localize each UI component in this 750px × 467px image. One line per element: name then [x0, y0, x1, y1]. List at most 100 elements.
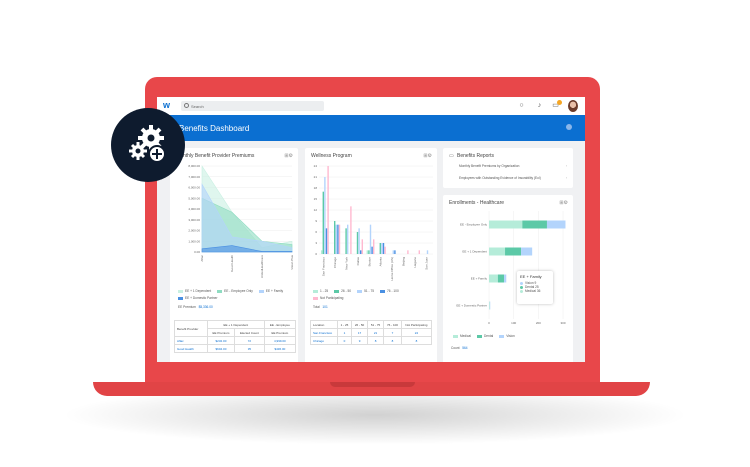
- legend-item[interactable]: 26 - 50: [334, 288, 351, 295]
- legend-item[interactable]: 76 - 100: [380, 288, 399, 295]
- x-tick-label: Good Health: [230, 255, 234, 272]
- cell[interactable]: $436.00: [263, 344, 297, 353]
- cell[interactable]: 8: [400, 336, 433, 345]
- count-label: Count: [451, 346, 460, 350]
- bar: [366, 250, 368, 254]
- workday-logo[interactable]: w: [163, 100, 171, 110]
- premiums-legend: EE + 1 Dependent EE - Employee Only EE + F…: [178, 288, 294, 302]
- page-header: Benefits Dashboard: [157, 115, 585, 141]
- bar: [335, 224, 337, 254]
- legend-item[interactable]: EE + 1 Dependent: [178, 288, 211, 295]
- inbox-icon[interactable]: ▭: [552, 102, 559, 109]
- legend-swatch: [217, 289, 223, 293]
- total-value[interactable]: 101: [322, 305, 328, 309]
- bar: [360, 250, 362, 254]
- col-header: 1 - 25: [336, 320, 353, 329]
- bar-segment: [505, 247, 522, 256]
- count-value[interactable]: 564: [462, 346, 468, 350]
- cell[interactable]: $604.00: [206, 344, 236, 353]
- legend-item[interactable]: EE + Family: [258, 288, 283, 295]
- chevron-right-icon: ›: [565, 176, 567, 180]
- report-link-0[interactable]: Monthly Benefit Premiums by Organization…: [459, 164, 567, 168]
- page-title: Benefits Dashboard: [179, 124, 250, 133]
- chat-icon[interactable]: ○: [519, 102, 524, 109]
- legend-swatch: [453, 334, 458, 338]
- cell[interactable]: 17: [351, 328, 369, 337]
- tooltip-label: Dental: [525, 285, 535, 289]
- bar: [321, 250, 323, 254]
- bell-icon[interactable]: ♪: [537, 102, 542, 109]
- x-tick-label: 200: [536, 321, 541, 325]
- enrollments-panel: Enrollments - Healthcare ⊞⚙ 0 100 200 300 EE…: [443, 195, 573, 362]
- y-tick-label: 2,000.00: [188, 229, 200, 233]
- legend-swatch: [499, 334, 505, 338]
- cell[interactable]: 7: [383, 328, 402, 337]
- chart-options-icon[interactable]: ⊞⚙: [423, 153, 432, 159]
- legend-item[interactable]: 1 - 25: [313, 288, 328, 295]
- cell[interactable]: 8: [367, 336, 385, 345]
- cell[interactable]: 4,999.00: [263, 336, 297, 345]
- legend-item[interactable]: Vision: [499, 334, 515, 338]
- y-tick-label: 21: [314, 175, 318, 179]
- table-row: Good Health $604.00 35 $436.00: [174, 344, 297, 353]
- y-tick-label: 18: [314, 186, 318, 190]
- table-row: Chicago 0 9 8 8 8: [310, 336, 433, 345]
- report-label: Monthly Benefit Premiums by Organization: [459, 164, 520, 168]
- cell[interactable]: 0: [336, 336, 353, 345]
- x-tick-label: 300: [560, 321, 565, 325]
- cell[interactable]: 35: [234, 344, 265, 353]
- bar: [347, 224, 349, 254]
- col-header: EE Premium: [263, 328, 297, 337]
- legend-label: Dental: [483, 334, 494, 338]
- legend-item[interactable]: EE + Domestic Partner: [178, 295, 218, 302]
- premiums-panel: Monthly Benefit Provider Premiums ⊞⚙ 0.0…: [170, 148, 298, 362]
- cell[interactable]: 1: [336, 328, 353, 337]
- legend-swatch: [380, 289, 386, 293]
- cell[interactable]: 21: [367, 328, 385, 337]
- bar: [334, 221, 336, 254]
- x-tick-label: Vision Plus: [290, 255, 294, 270]
- legend-swatch: [313, 296, 318, 300]
- x-tick-label: Boston: [367, 257, 371, 267]
- cell[interactable]: 8: [383, 336, 402, 345]
- report-link-1[interactable]: Employees with Outstanding Evidence of I…: [459, 176, 567, 180]
- wellness-legend: 1 - 25 26 - 50 51 - 75 76 - 100 Not Particip…: [313, 288, 433, 302]
- chart-options-icon[interactable]: ⊞⚙: [559, 200, 568, 206]
- col-header: 51 - 75: [367, 320, 385, 329]
- table-row: Aflac $232.00 72 4,999.00: [174, 336, 297, 345]
- group-header: EE - Employee: [263, 320, 297, 329]
- settings-icon[interactable]: [566, 124, 572, 130]
- cell[interactable]: $232.00: [206, 336, 236, 345]
- legend-item[interactable]: Dental: [476, 334, 494, 338]
- legend-item[interactable]: Medical: [453, 334, 471, 338]
- legend-item[interactable]: Not Participating: [313, 295, 343, 302]
- bar-segment: [504, 274, 507, 283]
- enrollments-legend: Medical Dental Vision: [453, 334, 521, 338]
- location-link[interactable]: San Francisco: [310, 328, 338, 337]
- legend-label: 1 - 25: [320, 289, 329, 293]
- legend-label: 26 - 50: [341, 289, 352, 293]
- tooltip-value: 9: [534, 281, 537, 285]
- x-tick-label: Aflac: [200, 255, 204, 262]
- search-icon: [184, 103, 189, 108]
- cell[interactable]: 24: [400, 328, 433, 337]
- search-input[interactable]: Search: [181, 101, 324, 111]
- x-tick-label: 0: [488, 321, 490, 325]
- ee-premium-value[interactable]: $5,336.00: [198, 305, 213, 309]
- cell[interactable]: 9: [351, 336, 369, 345]
- legend-item[interactable]: 51 - 75: [357, 288, 374, 295]
- y-tick-label: 6,000.00: [188, 186, 200, 190]
- y-tick-label: 3: [315, 241, 317, 245]
- location-link[interactable]: Chicago: [310, 336, 338, 345]
- chart-options-icon[interactable]: ⊞⚙: [284, 153, 293, 159]
- legend-item[interactable]: EE - Employee Only: [217, 288, 253, 295]
- bar: [345, 228, 347, 254]
- bar: [379, 243, 381, 254]
- x-tick-label: Beijing: [402, 257, 406, 266]
- provider-link[interactable]: Good Health: [174, 344, 208, 353]
- x-tick-label: San Juan: [424, 257, 428, 270]
- cell[interactable]: 72: [234, 336, 265, 345]
- provider-link[interactable]: Aflac: [174, 336, 208, 345]
- avatar[interactable]: [568, 100, 578, 112]
- y-tick-label: EE + Domestic Partner: [456, 304, 487, 308]
